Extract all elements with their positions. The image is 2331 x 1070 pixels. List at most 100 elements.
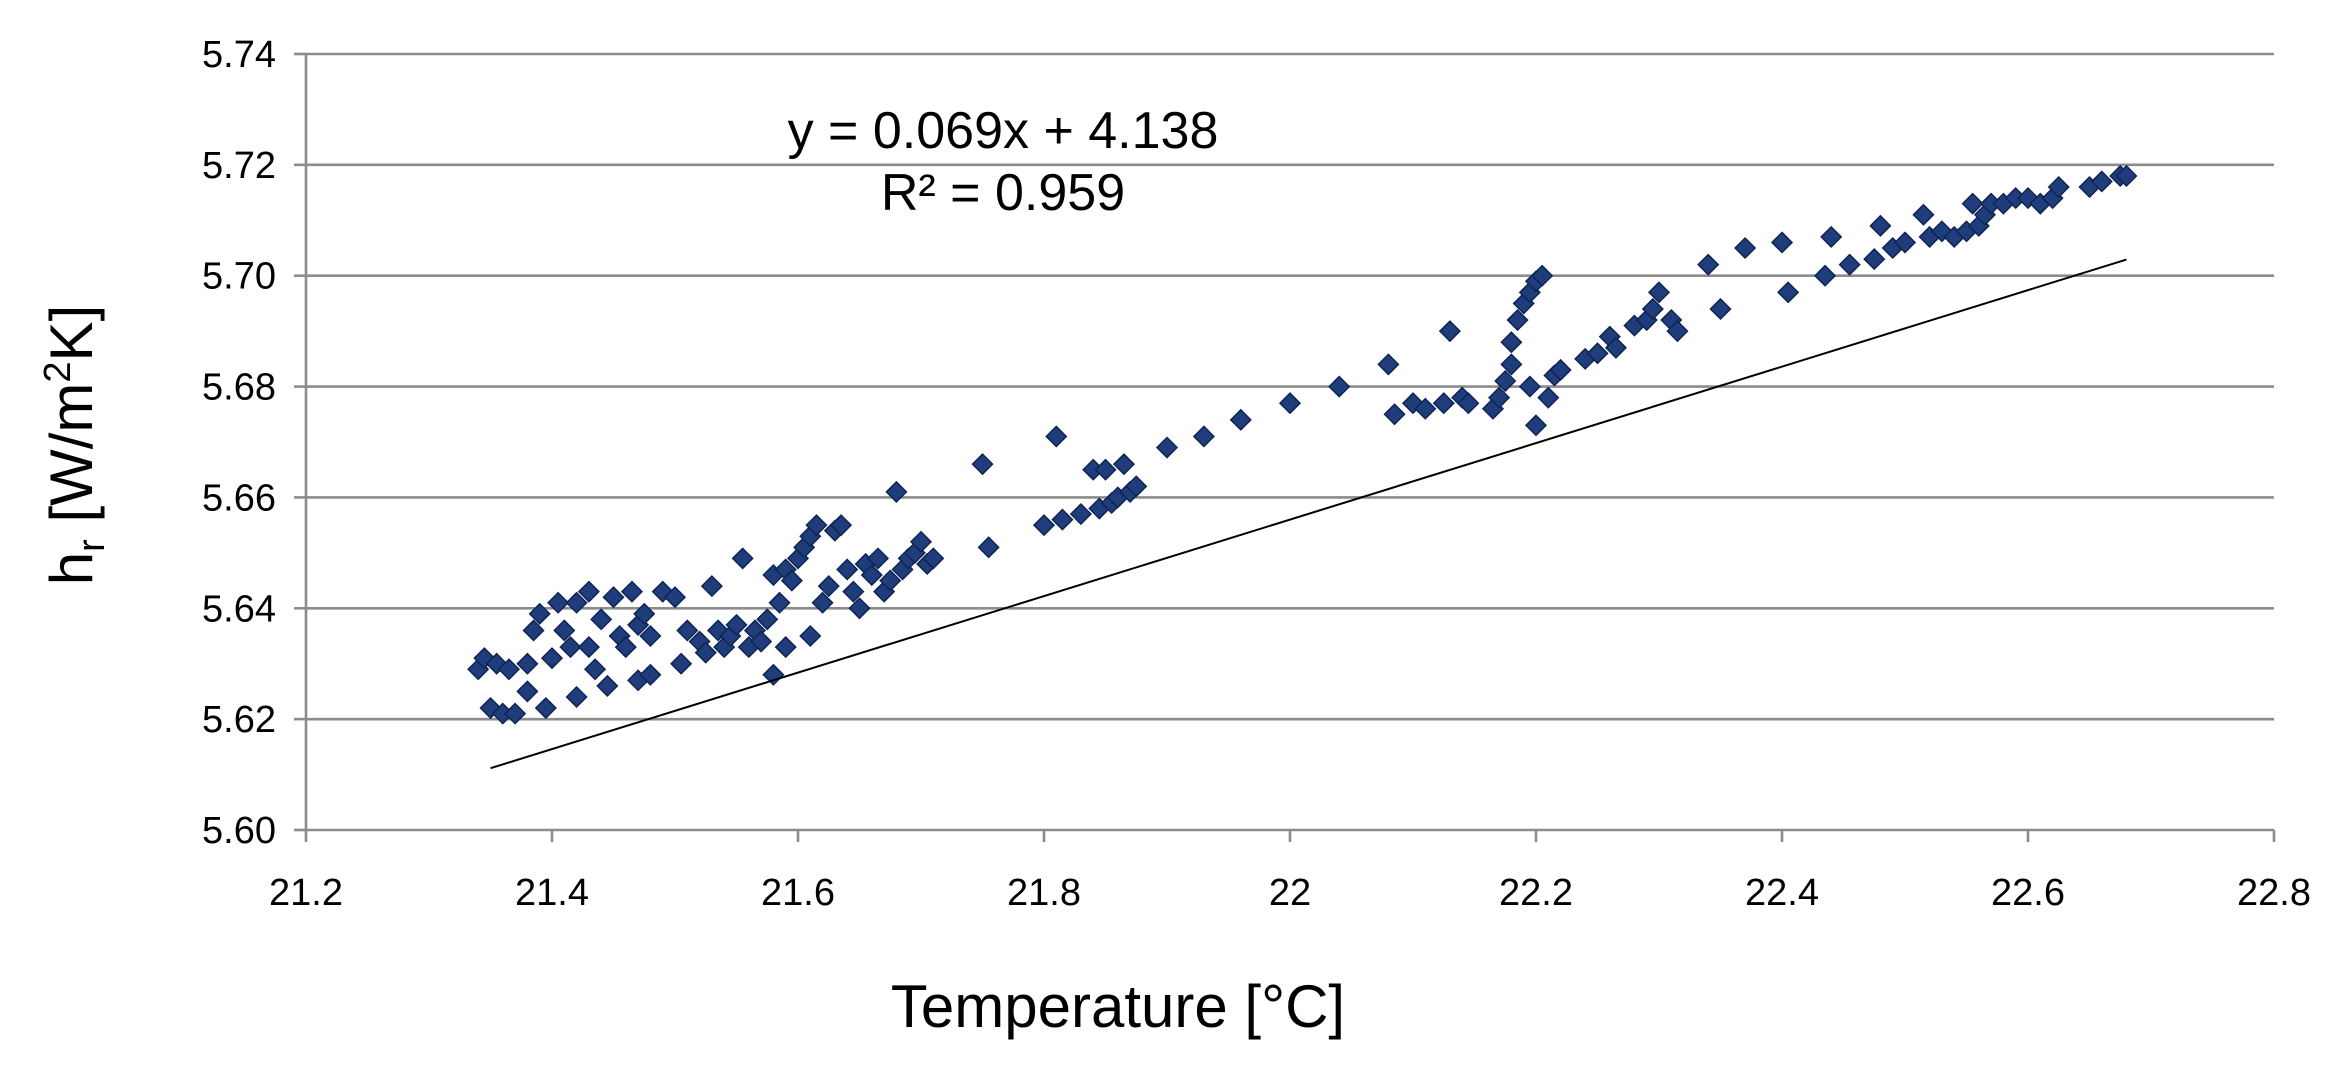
data-point <box>1604 336 1628 359</box>
data-point <box>2090 170 2113 193</box>
y-tick-labels: 5.60 5.62 5.64 5.66 5.68 5.70 5.72 5.74 <box>202 34 276 852</box>
data-point <box>596 674 619 697</box>
data-point <box>1045 425 1068 448</box>
y-axis-title: hr [W/m2K] <box>37 305 113 586</box>
data-point <box>756 608 779 631</box>
data-point <box>2047 175 2070 199</box>
data-point <box>922 547 945 570</box>
data-point <box>602 586 625 609</box>
data-point <box>614 636 637 659</box>
x-tick-label: 21.2 <box>269 872 343 914</box>
data-point <box>565 685 588 709</box>
data-point <box>1524 414 1548 437</box>
data-point <box>1094 458 1117 481</box>
data-point <box>577 580 600 603</box>
y-tick-label: 5.64 <box>202 588 276 630</box>
data-point <box>504 702 527 725</box>
y-tick-label: 5.74 <box>202 34 276 76</box>
data-point <box>817 575 840 598</box>
data-point <box>1155 436 1179 459</box>
data-point <box>1032 514 1056 537</box>
data-point <box>516 652 539 675</box>
data-point <box>1457 392 1480 415</box>
y-tick-label: 5.66 <box>202 477 276 519</box>
data-point <box>1641 297 1664 321</box>
data-point <box>1893 231 1917 254</box>
y-axis-title-subscript: r <box>71 539 113 552</box>
data-point <box>1278 392 1302 415</box>
trendline-r-squared: R² = 0.959 <box>881 164 1125 222</box>
data-point <box>1125 475 1148 498</box>
data-point <box>676 619 699 642</box>
data-point <box>1838 253 1861 276</box>
data-point <box>811 591 834 614</box>
data-point <box>553 619 576 642</box>
data-point <box>977 536 1000 559</box>
x-tick-label: 22 <box>1269 872 1311 914</box>
data-point <box>1863 248 1886 271</box>
data-point <box>799 624 822 648</box>
data-point <box>1813 264 1837 287</box>
x-tick-label: 21.4 <box>515 872 589 914</box>
data-point <box>909 530 933 553</box>
y-tick-label: 5.68 <box>202 367 276 409</box>
axes <box>294 52 2276 842</box>
y-axis-title-superscript: 2 <box>37 361 79 382</box>
data-point <box>750 630 773 653</box>
y-axis-title-unit-suffix: K] <box>38 305 105 362</box>
data-point <box>1666 320 1689 343</box>
data-points <box>467 164 2138 725</box>
y-axis-title-unit-prefix: [W/m <box>38 383 105 540</box>
trendline-group <box>490 258 2127 770</box>
data-point <box>1518 375 1541 398</box>
data-point <box>866 547 890 570</box>
x-tick-label: 22.4 <box>1745 872 1819 914</box>
data-point <box>1697 253 1720 276</box>
data-point <box>1549 358 1572 382</box>
x-tick-label: 22.6 <box>1991 872 2065 914</box>
data-point <box>1586 342 1609 365</box>
x-axis-title: Temperature [°C] <box>891 973 1345 1040</box>
data-point <box>971 453 994 476</box>
data-point <box>805 514 828 537</box>
data-point <box>1192 425 1215 448</box>
data-point <box>1912 203 1935 226</box>
data-point <box>1051 508 1074 531</box>
x-tick-label: 21.8 <box>1007 872 1081 914</box>
data-point <box>774 636 797 659</box>
data-point <box>670 652 693 675</box>
data-point <box>534 696 557 720</box>
data-point <box>1328 375 1351 398</box>
data-point <box>1500 331 1523 354</box>
data-point <box>860 563 883 587</box>
y-axis-title-main: h <box>38 552 105 585</box>
data-point <box>780 569 803 592</box>
data-point <box>583 658 607 681</box>
data-point <box>762 663 785 686</box>
data-point <box>639 624 662 648</box>
data-point <box>1377 353 1400 376</box>
data-point <box>565 591 588 614</box>
data-point <box>1961 192 1984 215</box>
data-point <box>885 480 908 503</box>
y-tick-label: 5.70 <box>202 256 276 298</box>
data-point <box>516 680 539 703</box>
data-point <box>1770 231 1794 254</box>
data-point <box>2115 164 2138 188</box>
data-point <box>1414 397 1437 420</box>
data-point <box>633 602 656 625</box>
data-point <box>1537 386 1560 409</box>
data-point <box>1734 236 1757 260</box>
data-point <box>725 613 748 636</box>
data-point <box>1709 297 1732 321</box>
data-point <box>768 591 791 614</box>
data-point <box>528 602 551 625</box>
data-point <box>1069 502 1092 526</box>
data-point <box>1869 214 1892 237</box>
data-point <box>1432 392 1455 415</box>
data-point <box>879 569 902 592</box>
x-tick-label: 21.6 <box>761 872 835 914</box>
y-tick-label: 5.72 <box>202 145 276 187</box>
trendline-equation: y = 0.069x + 4.138 <box>788 102 1219 160</box>
